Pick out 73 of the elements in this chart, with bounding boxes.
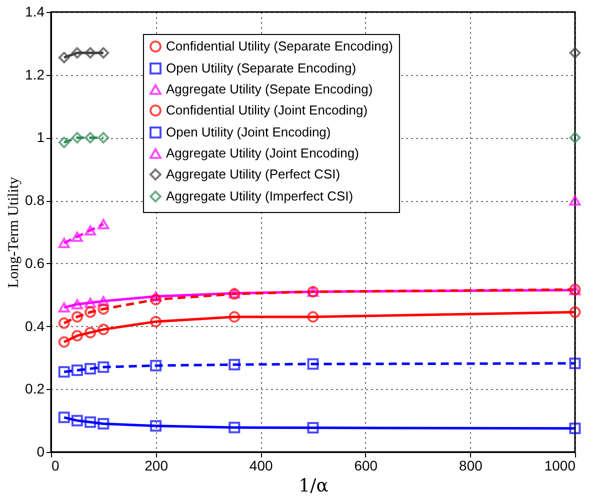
point [98, 324, 110, 336]
point [228, 311, 240, 323]
point [71, 330, 83, 342]
point [58, 317, 70, 329]
point [98, 132, 110, 144]
point [71, 132, 83, 144]
point [98, 418, 110, 430]
x-tick-label: 600 [354, 458, 378, 474]
legend-label: Aggregate Utility (Imperfect CSI) [166, 188, 354, 204]
y-tick-label: 0.4 [25, 318, 45, 334]
x-tick-label: 1000 [544, 458, 576, 474]
point [58, 238, 70, 248]
point [58, 136, 70, 148]
point [58, 302, 70, 313]
point [98, 47, 110, 59]
point [84, 362, 96, 374]
point [84, 47, 96, 59]
point [228, 358, 240, 370]
x-tick-label: 200 [144, 458, 168, 474]
point [71, 47, 83, 59]
point [569, 47, 581, 59]
x-tick-label: 400 [249, 458, 273, 474]
point [71, 299, 83, 310]
point [84, 132, 96, 144]
point [58, 336, 70, 348]
point [98, 361, 110, 373]
y-tick-label: 0.8 [25, 192, 45, 208]
point [71, 364, 83, 376]
point [569, 422, 581, 434]
point [150, 316, 162, 328]
legend-label: Open Utility (Separate Encoding) [166, 60, 356, 76]
legend-label: Aggregate Utility (Perfect CSI) [166, 166, 340, 182]
point [569, 306, 581, 318]
point [307, 311, 319, 323]
point [98, 296, 110, 306]
y-tick-label: 0 [36, 444, 45, 460]
legend-label: Confidential Utility (Joint Encoding) [166, 102, 368, 118]
point [84, 416, 96, 428]
point [307, 422, 319, 434]
point [84, 225, 96, 236]
y-tick-label: 1.2 [25, 66, 45, 82]
y-axis-title: Long-Term Utility [6, 176, 22, 288]
point [58, 52, 70, 64]
point [569, 132, 581, 144]
y-tick-label: 0.2 [25, 380, 45, 397]
point [150, 294, 162, 306]
point [569, 195, 581, 206]
point [84, 298, 96, 308]
x-axis-title: 1/α [298, 476, 328, 496]
point [150, 291, 162, 302]
point [98, 219, 110, 230]
x-tick-label: 0 [52, 458, 60, 474]
point [228, 422, 240, 434]
point [98, 303, 110, 315]
point [71, 311, 83, 323]
legend-label: Confidential Utility (Separate Encoding) [166, 38, 393, 54]
point [84, 306, 96, 318]
y-tick-label: 0.6 [25, 254, 45, 271]
legend-label: Aggregate Utility (Sepate Encoding) [166, 82, 373, 96]
point [569, 358, 581, 370]
point [150, 420, 162, 432]
point [84, 326, 96, 338]
point [58, 412, 70, 424]
legend-label: Aggregate Utility (Joint Encoding) [166, 146, 359, 160]
y-tick-label: 1 [36, 129, 45, 146]
point [150, 360, 162, 372]
x-tick-label: 800 [459, 458, 483, 474]
point [58, 366, 70, 378]
legend-label: Open Utility (Joint Encoding) [166, 124, 331, 140]
point [307, 358, 319, 370]
point [71, 232, 83, 242]
y-tick-label: 1.4 [25, 4, 45, 20]
point [71, 414, 83, 426]
